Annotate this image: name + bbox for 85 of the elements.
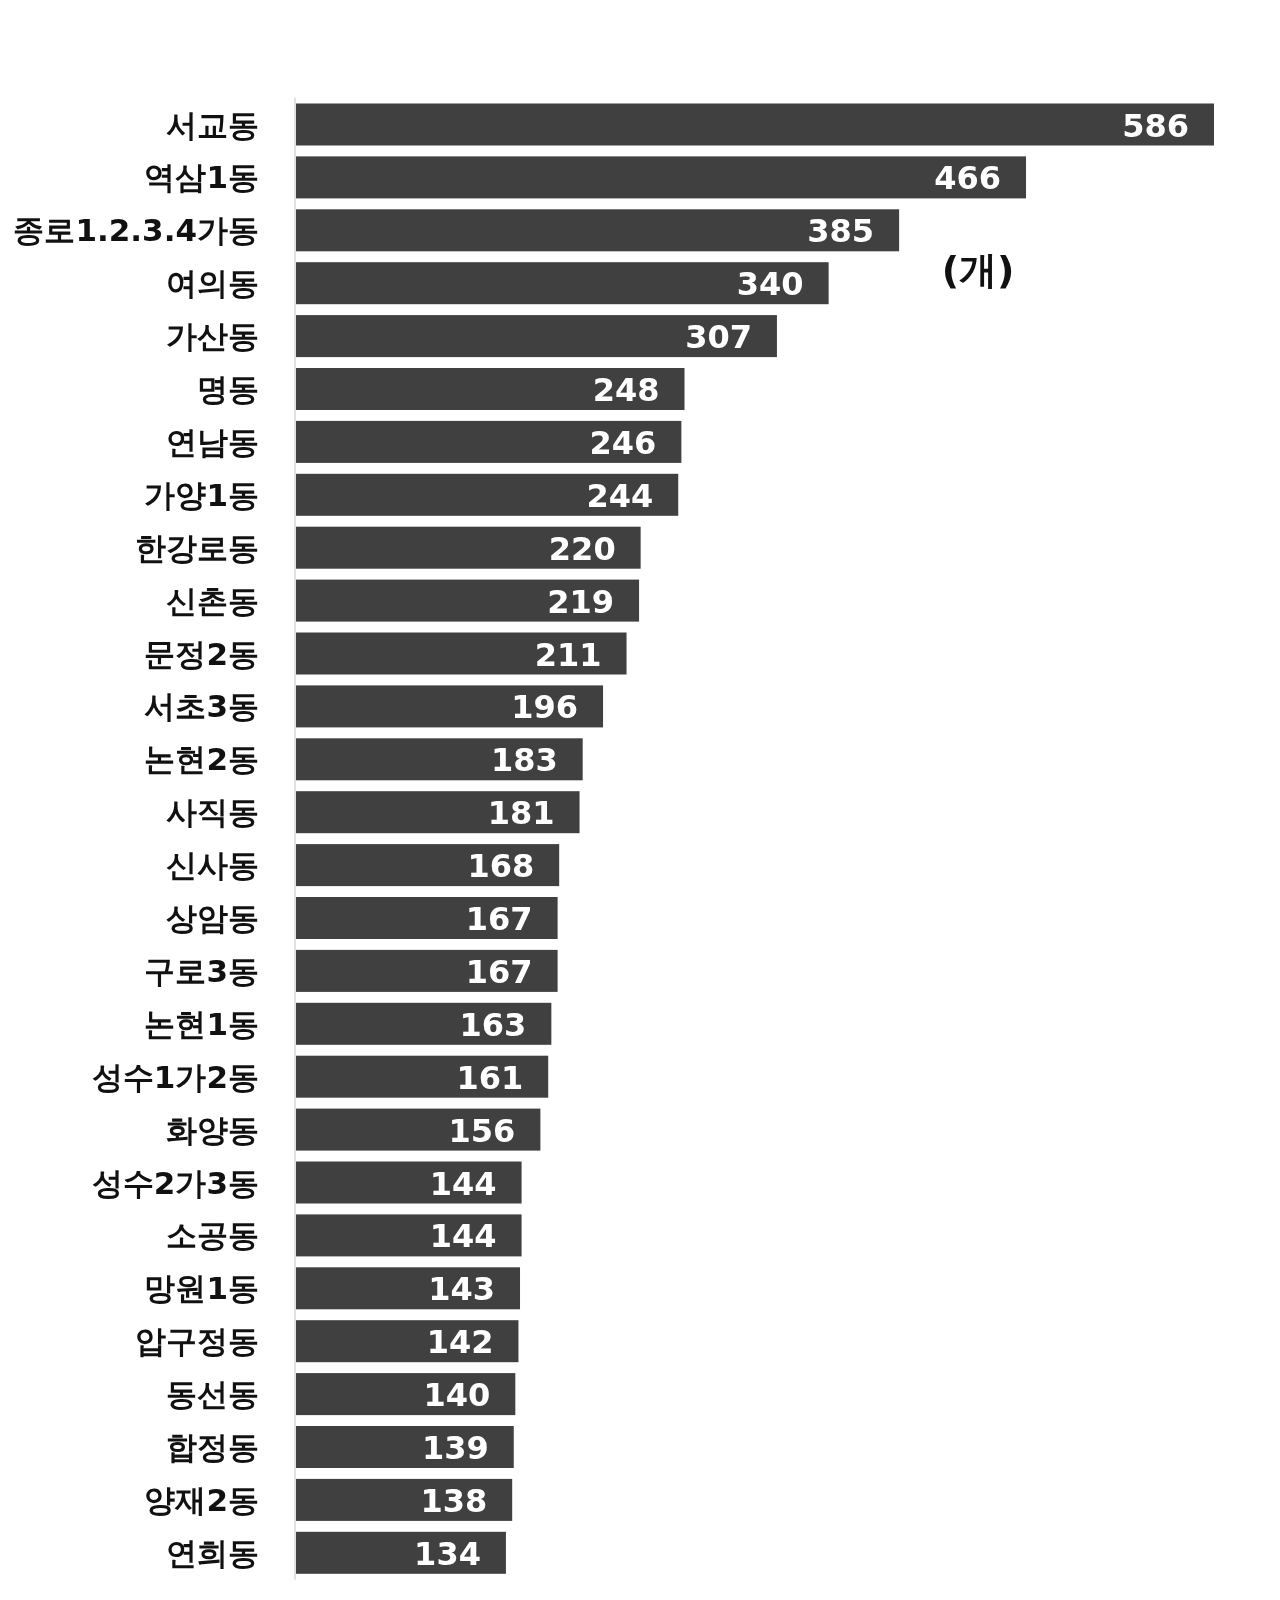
y-tick-label: 소공동: [166, 1217, 259, 1254]
data-label: 219: [547, 582, 615, 621]
y-tick-label: 합정동: [166, 1429, 259, 1465]
data-label: 168: [467, 847, 535, 886]
data-label: 385: [807, 212, 875, 251]
y-tick-label: 성수2가3동: [91, 1164, 259, 1201]
data-label: 220: [548, 529, 616, 568]
bar: [296, 632, 627, 675]
bar: [296, 1214, 522, 1257]
bar: [296, 262, 829, 305]
data-label: 246: [589, 423, 657, 462]
data-label: 138: [420, 1481, 488, 1520]
data-label: 248: [592, 371, 660, 409]
bar: [296, 368, 685, 410]
y-tick-label: 구로3동: [144, 952, 259, 989]
data-label: 134: [414, 1534, 481, 1573]
data-label: 307: [685, 318, 752, 357]
bar: [296, 420, 682, 463]
bar: [296, 1267, 521, 1310]
bar: [296, 738, 583, 781]
data-label: 139: [421, 1429, 489, 1467]
data-label: 183: [490, 741, 558, 780]
bar: [296, 791, 580, 834]
data-label: 466: [934, 159, 1002, 198]
data-label: 161: [456, 1058, 524, 1097]
y-tick-label: 성수1가2동: [91, 1058, 259, 1095]
bar: [296, 103, 1214, 146]
y-tick-label: 양재2동: [144, 1481, 259, 1518]
y-tick-label: 연남동: [166, 423, 259, 460]
y-tick-label: 서교동: [166, 106, 259, 143]
y-tick-label: 동선동: [166, 1376, 259, 1413]
y-tick-label: 압구정동: [135, 1323, 259, 1360]
y-tick-label: 화양동: [166, 1111, 259, 1148]
bar: [296, 1478, 513, 1521]
data-label: 340: [736, 265, 804, 304]
data-label: 167: [465, 900, 533, 938]
y-tick-label: 상암동: [166, 900, 259, 936]
y-tick-label: 한강로동: [135, 529, 259, 566]
data-label: 142: [426, 1323, 494, 1362]
data-label: 144: [429, 1217, 497, 1256]
y-tick-label: 여의동: [166, 265, 259, 302]
data-label: 181: [487, 794, 555, 833]
bar: [296, 1531, 506, 1574]
data-label: 144: [429, 1164, 497, 1203]
y-tick-label: 명동: [197, 371, 259, 407]
bar: [296, 156, 1027, 199]
bar: [296, 579, 640, 622]
bar: [296, 1161, 522, 1204]
bar: [296, 949, 558, 992]
y-tick-label: 논현1동: [144, 1005, 259, 1042]
y-tick-label: 서초3동: [144, 688, 259, 725]
data-label: 244: [586, 476, 654, 515]
y-tick-label: 망원1동: [144, 1270, 259, 1307]
bar: [296, 1426, 514, 1468]
y-tick-label: 논현2동: [144, 741, 259, 778]
bar: [296, 1002, 552, 1045]
bar: [296, 1108, 541, 1151]
data-label: 156: [448, 1111, 516, 1150]
bar: [296, 1320, 519, 1363]
data-label: 140: [423, 1376, 491, 1415]
data-label: 143: [428, 1270, 496, 1309]
data-label: 586: [1122, 106, 1189, 145]
bar: [296, 315, 777, 358]
y-tick-label: 가산동: [166, 318, 259, 355]
data-label: 211: [534, 635, 602, 674]
y-tick-label: 종로1.2.3.4가동: [13, 212, 259, 249]
data-label: 163: [459, 1005, 527, 1044]
bar: [296, 473, 679, 516]
data-label: 196: [511, 688, 579, 727]
bar: [296, 209, 900, 252]
y-tick-label: 문정2동: [144, 635, 259, 672]
y-tick-label: 신사동: [166, 847, 259, 884]
bar: [296, 1055, 549, 1098]
y-tick-label: 사직동: [166, 794, 259, 831]
y-tick-label: 역삼1동: [144, 159, 259, 196]
annotation: (개): [941, 248, 1015, 292]
data-label: 167: [465, 952, 533, 991]
bar: [296, 526, 641, 569]
bar: [296, 844, 560, 887]
y-tick-label: 신촌동: [166, 582, 259, 619]
y-tick-label: 연희동: [166, 1534, 259, 1571]
bar: [296, 897, 558, 939]
bar: [296, 1373, 516, 1416]
bar: [296, 685, 604, 728]
y-tick-label: 가양1동: [144, 476, 259, 513]
